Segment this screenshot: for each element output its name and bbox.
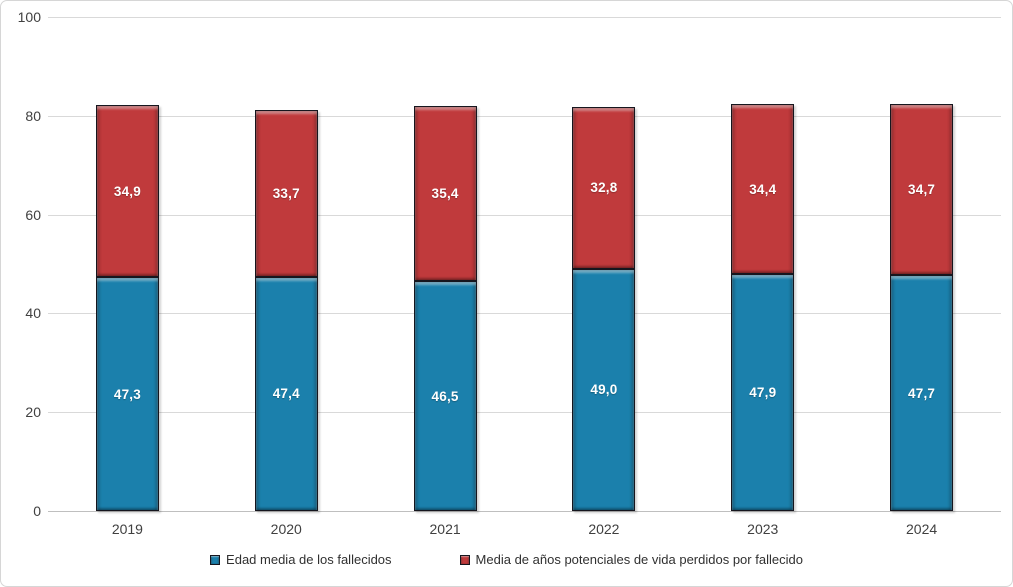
bar-segment-2023-series-1: 34,4: [731, 104, 795, 275]
x-tick-label-2022: 2022: [588, 521, 620, 537]
bar-segment-2021-series-0: 46,5: [413, 281, 477, 511]
bar-value-label: 34,4: [749, 181, 777, 197]
x-tick-label-2020: 2020: [270, 521, 302, 537]
x-tick-label-2024: 2024: [906, 521, 938, 537]
y-tick-label-60: 60: [25, 206, 41, 223]
bar-value-label: 46,5: [431, 388, 459, 404]
y-tick-label-0: 0: [33, 503, 41, 519]
bar-2019: 47,3 34,9: [95, 104, 159, 511]
legend-marker-icon: [459, 554, 470, 565]
y-tick-label-20: 20: [25, 404, 41, 421]
bar-segment-2023-series-0: 47,9: [731, 274, 795, 511]
bar-segment-2024-series-0: 47,7: [890, 275, 954, 511]
bar-2023: 47,9 34,4: [731, 104, 795, 511]
x-tick-label-2021: 2021: [429, 521, 461, 537]
legend-item-0: Edad media de los fallecidos: [210, 552, 392, 567]
legend-marker-icon: [210, 554, 221, 565]
bar-2021: 46,5 35,4: [413, 106, 477, 511]
legend-label: Media de años potenciales de vida perdid…: [475, 552, 803, 567]
legend: Edad media de los fallecidos Media de año…: [1, 552, 1012, 567]
gridline-80: [48, 115, 1001, 117]
bar-value-label: 47,7: [908, 385, 936, 401]
bar-value-label: 47,4: [272, 386, 300, 402]
legend-item-1: Media de años potenciales de vida perdid…: [459, 552, 803, 567]
gridline-60: [48, 214, 1001, 216]
bar-value-label: 47,9: [749, 385, 777, 401]
bar-segment-2022-series-0: 49,0: [572, 268, 636, 511]
gridline-40: [48, 313, 1001, 315]
bar-value-label: 34,9: [113, 183, 141, 199]
y-tick-label-80: 80: [25, 107, 41, 124]
gridline-0: [48, 511, 1001, 512]
plot-area: 47,3 34,9 47,4 33,7 46,5 35,4 49,0 32,8 47,9 34,4…: [48, 17, 1001, 512]
x-tick-label-2019: 2019: [111, 521, 143, 537]
bar-2020: 47,4 33,7: [254, 110, 318, 511]
bar-segment-2020-series-0: 47,4: [254, 276, 318, 511]
y-tick-label-40: 40: [25, 305, 41, 322]
bar-value-label: 49,0: [590, 382, 618, 398]
bar-value-label: 47,3: [113, 386, 141, 402]
bar-segment-2019-series-0: 47,3: [95, 277, 159, 511]
bar-segment-2020-series-1: 33,7: [254, 110, 318, 277]
bar-segment-2022-series-1: 32,8: [572, 106, 636, 269]
bar-segment-2024-series-1: 34,7: [890, 103, 954, 276]
y-tick-label-100: 100: [17, 9, 41, 25]
bar-value-label: 34,7: [908, 182, 936, 198]
bar-value-label: 33,7: [272, 186, 300, 202]
bar-2022: 49,0 32,8: [572, 106, 636, 511]
legend-label: Edad media de los fallecidos: [226, 552, 392, 567]
bar-value-label: 32,8: [590, 180, 618, 196]
gridline-100: [48, 17, 1001, 18]
bar-segment-2019-series-1: 34,9: [95, 104, 159, 278]
bar-2024: 47,7 34,7: [890, 103, 954, 511]
gridline-20: [48, 412, 1001, 414]
bar-segment-2021-series-1: 35,4: [413, 106, 477, 282]
x-tick-label-2023: 2023: [747, 521, 779, 537]
bar-value-label: 35,4: [431, 186, 459, 202]
